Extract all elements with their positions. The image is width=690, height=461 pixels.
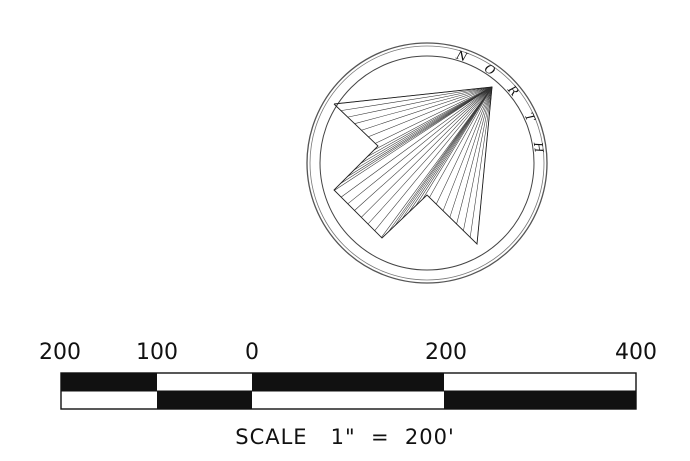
arrow-hatch-line — [456, 86, 493, 225]
scale-bar-segment — [444, 373, 636, 391]
arrow-hatch-line — [360, 86, 493, 164]
arrow-hatch-line — [422, 86, 493, 200]
arrow-hatch-line — [361, 86, 493, 218]
arrow-hatch-line — [354, 86, 493, 211]
arrow-hatch-line — [367, 86, 493, 158]
arrow-hatch-line — [463, 86, 493, 231]
north-label-letter: N — [454, 47, 470, 64]
arrow-hatch-line — [354, 86, 493, 124]
scale-tick-label: 400 — [615, 340, 657, 365]
arrow-hatch-line — [373, 86, 493, 151]
arrow-hatch-line — [381, 86, 493, 238]
arrow-hatch-line — [368, 86, 493, 138]
scale-bar-segment — [61, 373, 157, 391]
compass-outer-ring — [306, 42, 548, 284]
arrow-hatch-line — [436, 86, 493, 205]
arrow-hatch-line — [408, 86, 493, 213]
arrow-hatch-line — [415, 86, 493, 206]
arrow-hatch-line — [353, 86, 493, 171]
north-arrow-outline — [333, 86, 493, 245]
arrow-hatch-line — [346, 86, 493, 178]
arrow-hatch-line — [367, 86, 493, 225]
arrow-hatch-line — [361, 86, 493, 131]
arrow-hatch-line — [340, 86, 493, 184]
arrow-hatch-line — [340, 86, 493, 111]
scale-bar-segment — [252, 391, 444, 409]
arrow-hatch-line — [375, 86, 493, 144]
arrow-hatch-line — [442, 86, 493, 211]
compass-inner-ring — [319, 55, 535, 271]
arrow-hatch-line — [374, 86, 493, 231]
arrow-hatch-line — [388, 86, 493, 233]
arrow-hatch-line — [394, 86, 493, 226]
scale-tick-label: 200 — [425, 340, 467, 365]
scale-bar-segment — [61, 391, 157, 409]
arrow-hatch-line — [429, 86, 493, 198]
scale-bar-segment — [252, 373, 444, 391]
arrow-hatch-line — [469, 86, 493, 238]
arrow-hatch-line — [347, 86, 493, 205]
arrow-hatch-line — [401, 86, 493, 220]
arrow-hatch-line — [449, 86, 493, 218]
scale-tick-label: 100 — [136, 340, 178, 365]
north-label-letter: H — [531, 140, 547, 154]
arrow-hatch-line — [347, 86, 493, 118]
scale-bar-segment — [157, 391, 252, 409]
scale-tick-label: 200 — [39, 340, 81, 365]
arrow-hatch-line — [340, 86, 493, 198]
scale-bar-segment — [444, 391, 636, 409]
arrow-hatch-line — [334, 86, 493, 191]
scale-bar-segment — [157, 373, 252, 391]
scale-tick-label: 0 — [245, 340, 259, 365]
scale-caption: SCALE 1" = 200' — [235, 425, 455, 449]
